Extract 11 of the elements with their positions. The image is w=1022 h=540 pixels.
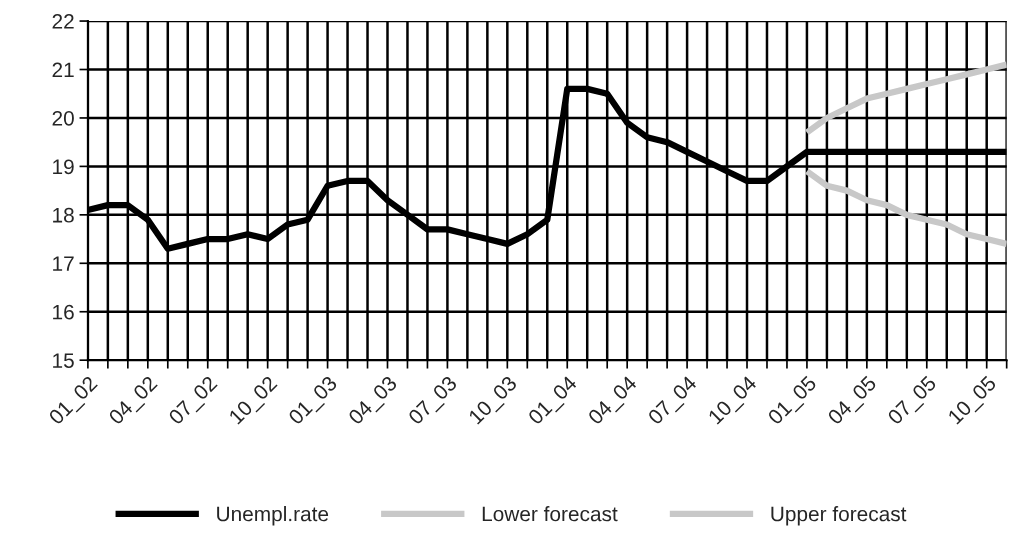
y-tick-label: 21 xyxy=(52,62,74,78)
y-tick-label: 18 xyxy=(53,207,74,223)
y-tick-label: 16 xyxy=(53,304,74,320)
y-tick-label: 22 xyxy=(52,14,74,29)
y-tick-label: 15 xyxy=(53,353,74,368)
y-tick-label: 19 xyxy=(53,159,74,175)
y-tick-label: 17 xyxy=(53,256,74,271)
y-tick-label: 20 xyxy=(52,110,74,126)
legend-label: Upper forecast xyxy=(771,506,907,526)
legend-label: Unempl.rate xyxy=(217,506,329,526)
legend-label: Lower forecast xyxy=(482,506,618,522)
